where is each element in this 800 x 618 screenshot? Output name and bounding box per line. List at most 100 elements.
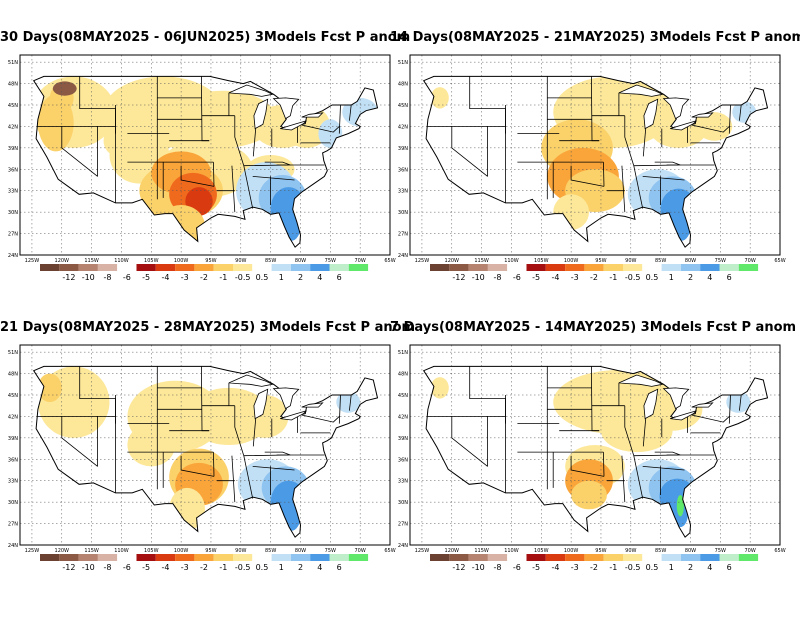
latitude-label: 36N	[398, 457, 408, 463]
colorbar-label: -1	[219, 563, 227, 572]
state-line	[451, 416, 488, 467]
state-line	[642, 176, 685, 181]
graticule	[410, 345, 780, 545]
colorbar-label: -5	[532, 563, 540, 572]
anomaly-patch	[430, 377, 449, 399]
colorbar-swatch	[661, 554, 681, 561]
longitude-label: 110W	[114, 258, 129, 264]
state-line	[243, 454, 289, 457]
longitude-label: 105W	[144, 548, 159, 554]
colorbar-swatch	[738, 264, 759, 271]
great-lake	[643, 98, 659, 130]
longitude-label: 90W	[625, 548, 636, 554]
colorbar-swatch	[194, 554, 214, 561]
colorbar-swatch	[233, 554, 253, 561]
colorbar-label: 6	[337, 563, 342, 572]
colorbar-label: -4	[551, 273, 559, 282]
latitude-label: 48N	[8, 82, 18, 88]
longitude-label: 100W	[174, 548, 189, 554]
state-line	[633, 165, 644, 209]
state-line	[642, 466, 685, 471]
longitude-label: 65W	[774, 548, 785, 554]
colorbar-swatch	[329, 264, 349, 271]
colorbar-swatch	[700, 554, 720, 561]
great-lake	[691, 112, 714, 118]
longitude-label: 115W	[84, 258, 99, 264]
state-boundaries	[422, 75, 769, 248]
state-line	[264, 161, 291, 166]
colorbar-swatch	[194, 264, 214, 271]
colorbar-label: 1	[279, 273, 284, 282]
colorbar-label: -0.5	[625, 273, 641, 282]
latitude-label: 51N	[8, 60, 18, 66]
state-boundaries	[32, 365, 379, 538]
latitude-label: 45N	[398, 103, 408, 109]
colorbar-swatch	[623, 554, 643, 561]
anomaly-patch	[336, 391, 361, 413]
great-lake	[301, 402, 324, 408]
panel-title: 30 Days(08MAY2025 - 06JUN2025) 3Models F…	[0, 30, 411, 45]
colorbar-label: 2	[688, 563, 693, 572]
great-lake	[253, 388, 269, 420]
great-lake	[301, 112, 324, 118]
latitude-label: 24N	[398, 253, 408, 259]
colorbar-swatch	[565, 554, 585, 561]
longitude-label: 90W	[235, 258, 246, 264]
state-line	[301, 414, 340, 423]
state-line	[252, 418, 257, 447]
colorbar-swatch	[603, 554, 623, 561]
colorbar-swatch	[449, 554, 469, 561]
latitude-label: 27N	[398, 232, 408, 238]
colorbar-swatch	[213, 264, 233, 271]
state-line	[621, 455, 626, 503]
latitude-label: 42N	[8, 414, 18, 420]
longitude-label: 75W	[325, 258, 336, 264]
latitude-label: 45N	[8, 103, 18, 109]
colorbar-label: -4	[161, 563, 169, 572]
state-line	[252, 466, 295, 471]
colorbar-swatch	[213, 554, 233, 561]
state-line	[654, 161, 681, 166]
colorbar-label: -6	[513, 563, 521, 572]
colorbar-label: 2	[298, 273, 303, 282]
latitude-label: 48N	[398, 372, 408, 378]
colorbar-swatch	[545, 264, 566, 271]
colorbar-swatch	[233, 264, 253, 271]
colorbar-swatch	[290, 264, 311, 271]
colorbar-swatch	[719, 264, 739, 271]
colorbar-swatch	[584, 264, 604, 271]
great-lake	[228, 374, 274, 387]
state-line	[728, 394, 731, 424]
great-lake	[272, 387, 300, 410]
colorbar-swatch	[661, 264, 681, 271]
longitude-label: 125W	[25, 548, 40, 554]
great-lake	[272, 97, 300, 120]
state-line	[691, 414, 730, 423]
state-line	[570, 455, 605, 477]
longitude-label: 125W	[415, 548, 430, 554]
state-line	[621, 165, 626, 213]
colorbar-label: -3	[571, 563, 579, 572]
colorbar-swatch	[271, 264, 291, 271]
map-frame	[409, 344, 781, 546]
colorbar-swatch	[40, 554, 60, 561]
colorbar-label: 0.5	[256, 563, 269, 572]
latitude-label: 24N	[8, 543, 18, 549]
colorbar-swatch	[78, 554, 98, 561]
map-frame	[19, 54, 391, 256]
colorbar-label: -5	[142, 273, 150, 282]
state-line	[338, 104, 341, 134]
latitude-label: 39N	[398, 146, 408, 152]
colorbar-label: -1	[609, 273, 617, 282]
colorbar-label: -0.5	[235, 563, 251, 572]
panel-title: 21 Days(08MAY2025 - 28MAY2025) 3Models F…	[0, 320, 416, 335]
longitude-label: 120W	[445, 258, 460, 264]
colorbar-swatch	[252, 264, 272, 271]
latitude-label: 30N	[398, 210, 408, 216]
colorbar-label: -8	[104, 273, 112, 282]
colorbar-swatch	[680, 554, 701, 561]
colorbar-swatch	[623, 264, 643, 271]
state-line	[231, 165, 236, 213]
state-line	[301, 124, 340, 133]
